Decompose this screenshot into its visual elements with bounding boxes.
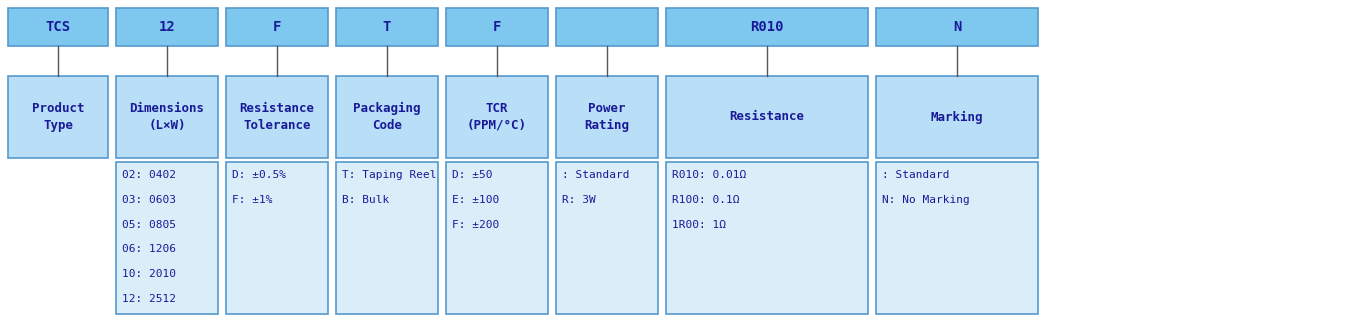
Bar (446, 76, 549, 158)
Bar (226, 8, 328, 46)
Text: T: Taping Reel

B: Bulk: T: Taping Reel B: Bulk (342, 170, 437, 205)
Text: D: ±0.5%

F: ±1%: D: ±0.5% F: ±1% (232, 170, 286, 205)
Bar (116, 76, 218, 158)
Bar (226, 76, 328, 158)
Bar (8, 76, 108, 158)
Bar (666, 162, 868, 314)
Bar (8, 8, 108, 46)
Text: Resistance
Tolerance: Resistance Tolerance (240, 102, 314, 132)
Bar (555, 76, 658, 158)
Text: Power
Rating: Power Rating (585, 102, 630, 132)
Bar (336, 8, 438, 46)
Text: 02: 0402

03: 0603

05: 0805

06: 1206

10: 2010

12: 2512: 02: 0402 03: 0603 05: 0805 06: 1206 10: … (123, 170, 177, 304)
Text: Marking: Marking (930, 111, 983, 124)
Bar (876, 8, 1038, 46)
Bar (336, 162, 438, 314)
Text: Resistance: Resistance (729, 111, 805, 124)
Text: TCS: TCS (46, 20, 70, 34)
Text: D: ±50

E: ±100

F: ±200: D: ±50 E: ±100 F: ±200 (452, 170, 499, 230)
Text: 12: 12 (159, 20, 175, 34)
Text: Product
Type: Product Type (32, 102, 84, 132)
Text: F: F (272, 20, 282, 34)
Bar (116, 8, 218, 46)
Text: TCR
(PPM/°C): TCR (PPM/°C) (466, 102, 527, 132)
Text: F: F (493, 20, 501, 34)
Text: N: N (953, 20, 961, 34)
Bar (666, 76, 868, 158)
Bar (555, 162, 658, 314)
Text: R010: 0.01Ω

R100: 0.1Ω

1R00: 1Ω: R010: 0.01Ω R100: 0.1Ω 1R00: 1Ω (673, 170, 747, 230)
Bar (336, 76, 438, 158)
Bar (555, 8, 658, 46)
Bar (116, 162, 218, 314)
Bar (876, 76, 1038, 158)
Bar (226, 162, 328, 314)
Text: : Standard

R: 3W: : Standard R: 3W (562, 170, 630, 205)
Bar (446, 162, 549, 314)
Text: Packaging
Code: Packaging Code (353, 102, 421, 132)
Text: T: T (383, 20, 391, 34)
Text: : Standard

N: No Marking: : Standard N: No Marking (882, 170, 969, 205)
Text: R010: R010 (751, 20, 783, 34)
Bar (666, 8, 868, 46)
Text: Dimensions
(L×W): Dimensions (L×W) (129, 102, 205, 132)
Bar (876, 162, 1038, 314)
Bar (446, 8, 549, 46)
